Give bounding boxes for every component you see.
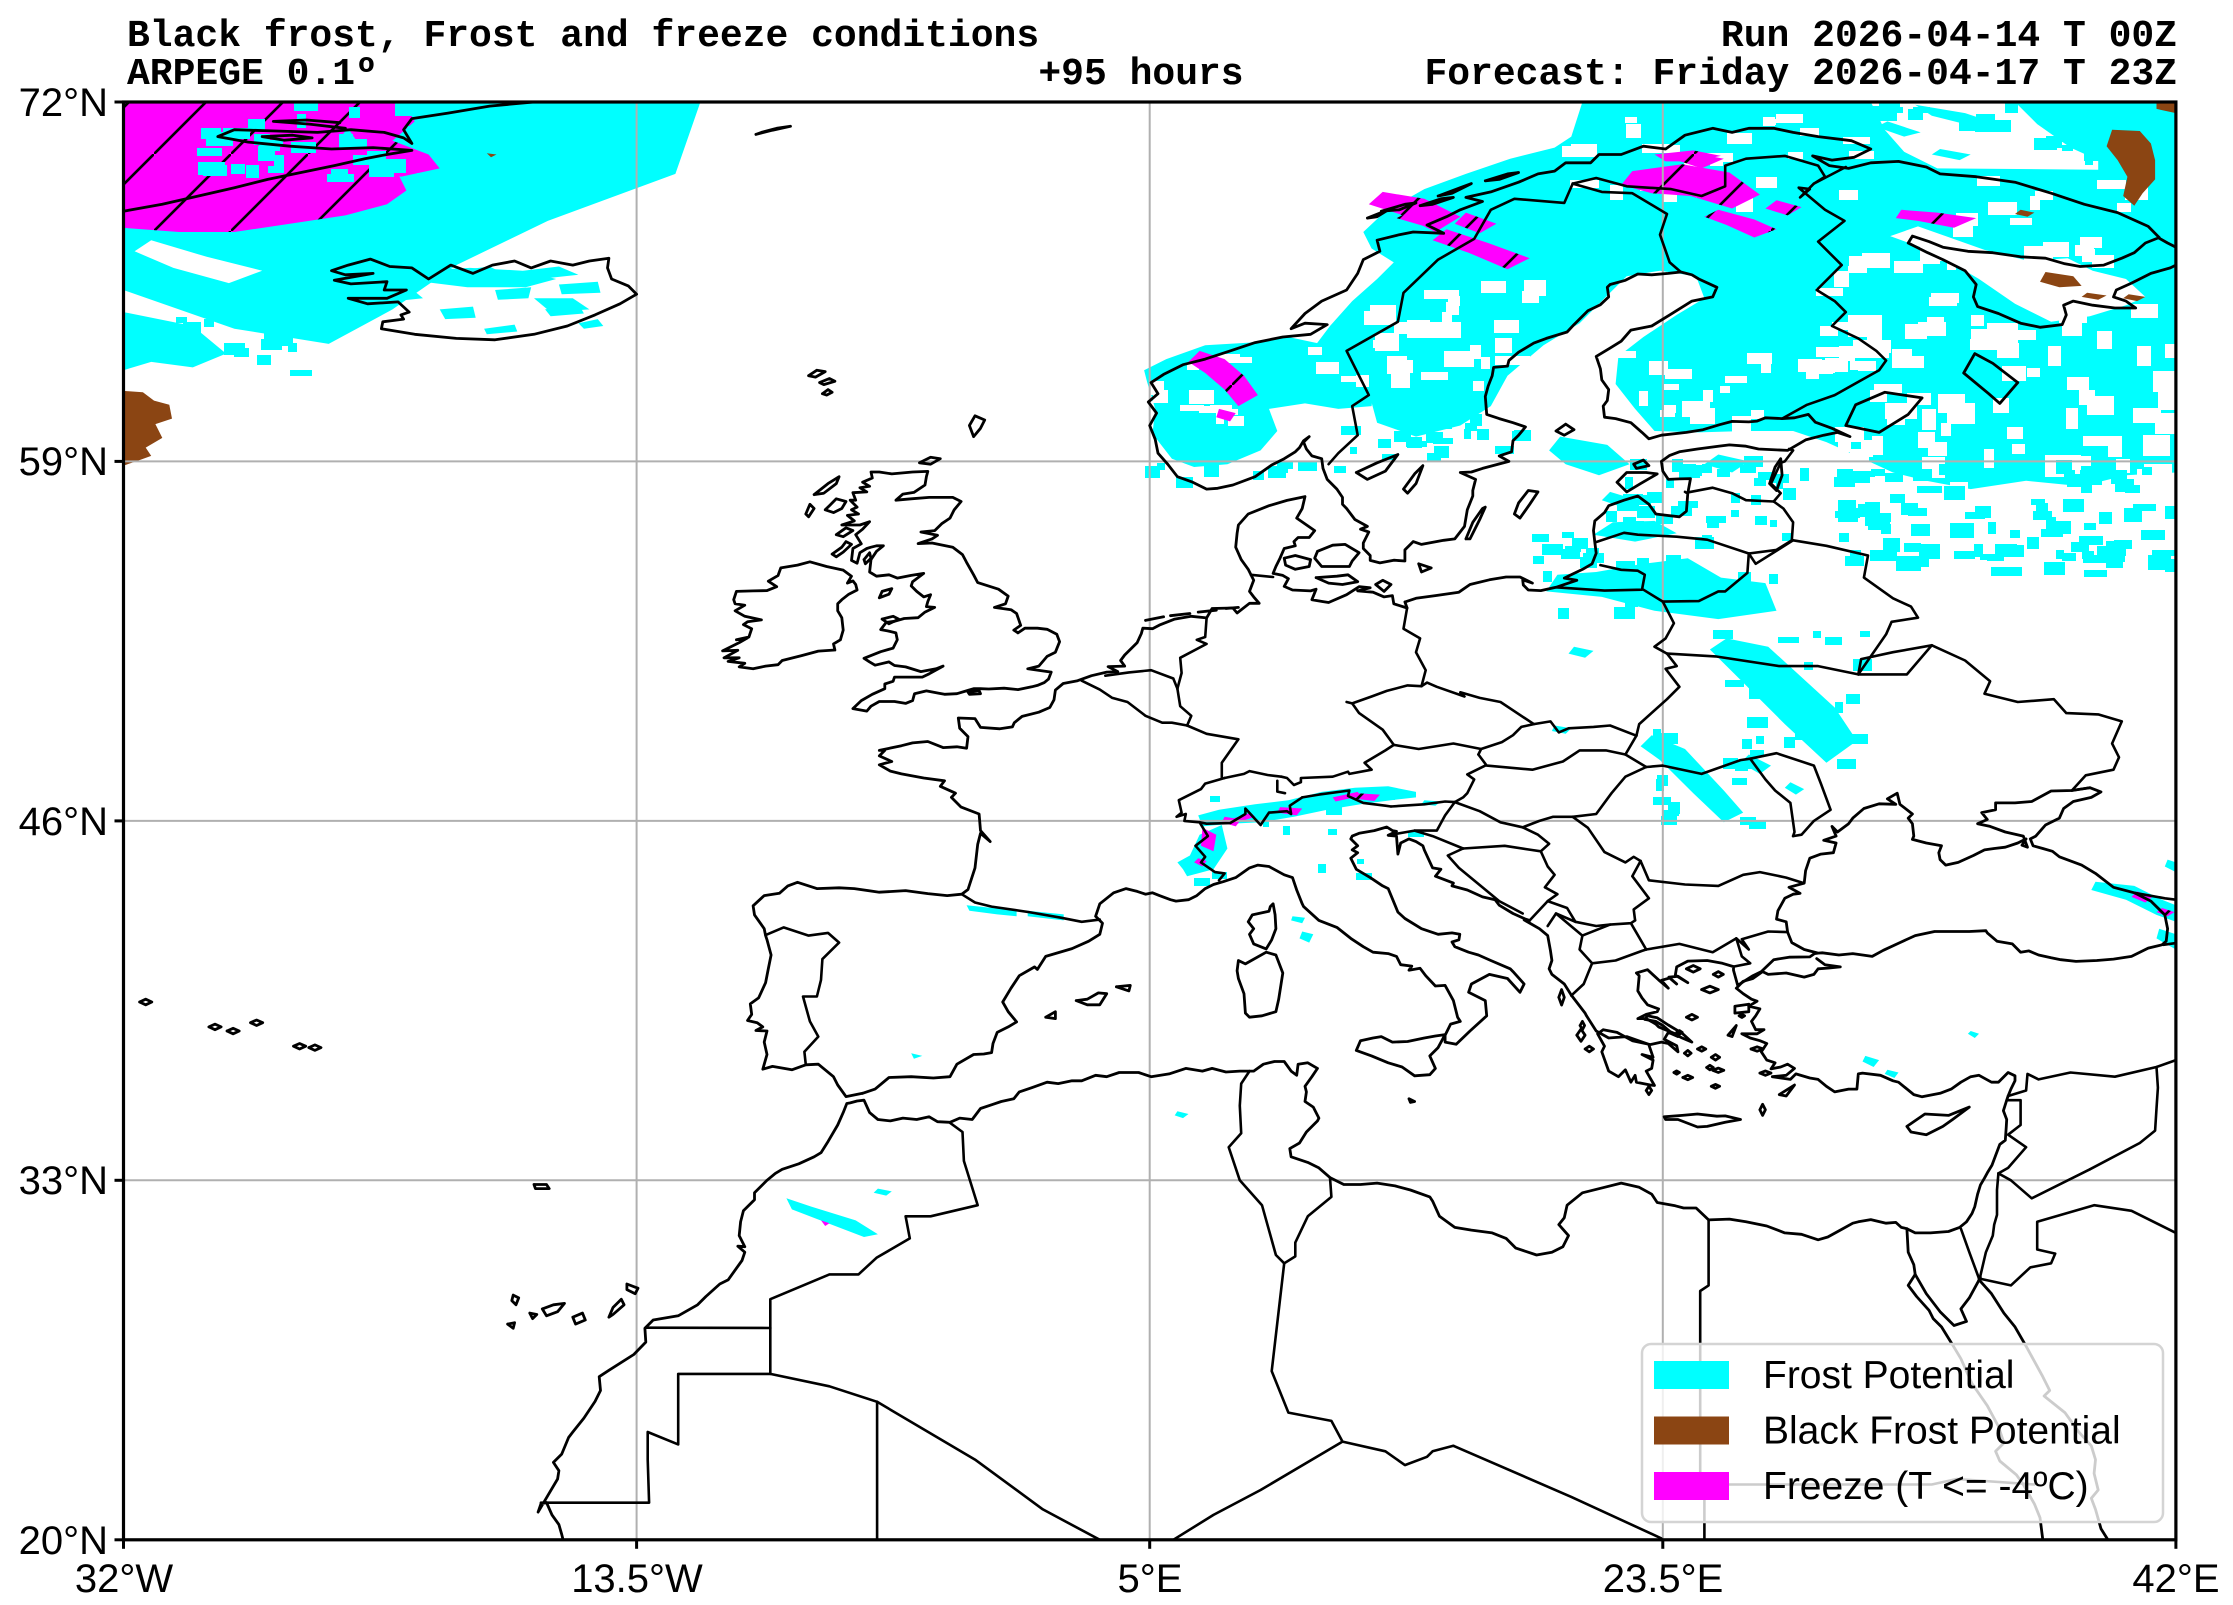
svg-text:5°E: 5°E — [1118, 1557, 1183, 1601]
svg-text:46°N: 46°N — [19, 800, 108, 844]
svg-text:Black Frost Potential: Black Frost Potential — [1763, 1410, 2121, 1453]
svg-text:Freeze (T <= -4ºC): Freeze (T <= -4ºC) — [1763, 1465, 2089, 1508]
svg-text:Forecast: Friday 2026-04-17 T: Forecast: Friday 2026-04-17 T 23Z — [1424, 53, 2177, 96]
svg-text:32°W: 32°W — [75, 1557, 173, 1601]
svg-text:42°E: 42°E — [2132, 1557, 2219, 1601]
svg-text:13.5°W: 13.5°W — [571, 1557, 703, 1601]
svg-text:33°N: 33°N — [19, 1159, 108, 1203]
svg-text:Black frost, Frost and freeze: Black frost, Frost and freeze conditions — [127, 15, 1039, 58]
svg-text:ARPEGE 0.1º: ARPEGE 0.1º — [127, 53, 378, 96]
svg-text:23.5°E: 23.5°E — [1603, 1557, 1724, 1601]
svg-text:Frost Potential: Frost Potential — [1763, 1354, 2014, 1397]
svg-text:59°N: 59°N — [19, 440, 108, 484]
svg-text:20°N: 20°N — [19, 1519, 108, 1563]
svg-text:+95 hours: +95 hours — [1038, 53, 1243, 96]
svg-text:Run 2026-04-14 T 00Z: Run 2026-04-14 T 00Z — [1721, 15, 2177, 58]
svg-text:72°N: 72°N — [19, 81, 108, 125]
